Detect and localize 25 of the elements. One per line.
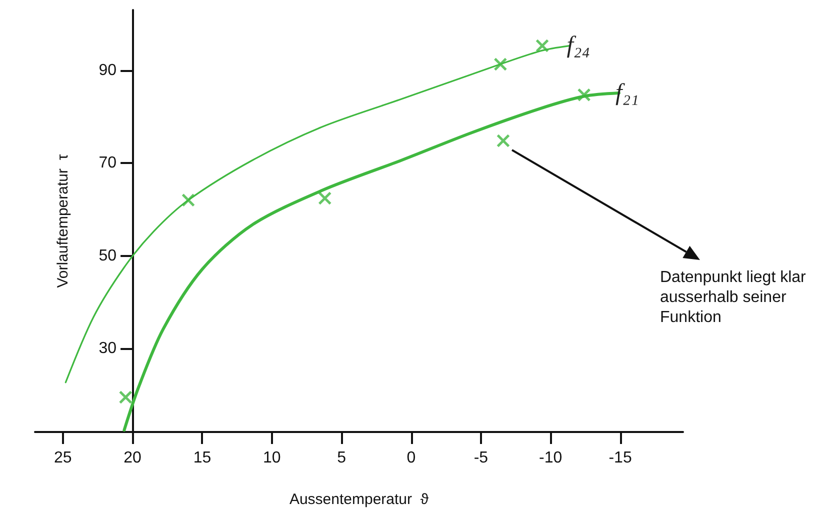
point — [182, 193, 196, 207]
point — [577, 88, 591, 102]
y-tick-label: 30 — [98, 340, 117, 358]
point — [494, 58, 508, 72]
y-tick-label: 70 — [98, 154, 117, 172]
point — [496, 134, 510, 148]
x-tick-label: 25 — [54, 450, 72, 466]
y-tick-label: 90 — [98, 62, 117, 79]
x-tick-label: 20 — [124, 450, 142, 466]
x-tick-label: 10 — [263, 450, 281, 466]
point — [318, 192, 332, 206]
x-tick-label: 5 — [337, 450, 346, 466]
point — [118, 390, 132, 404]
x-tick-label: 15 — [193, 450, 212, 466]
y-axis-title: Vorlauftemperatur τ — [54, 154, 72, 288]
series-label: f₂₄ — [566, 32, 590, 59]
x-tick-label: -5 — [474, 450, 488, 466]
x-tick-label: 0 — [406, 450, 416, 466]
x-tick-label: -15 — [608, 450, 632, 466]
x-tick-label: -10 — [539, 450, 562, 466]
series-label: f₂₁ — [616, 80, 639, 106]
x-axis-title: Aussentemperatur ϑ — [289, 491, 430, 508]
annotation: Datenpunkt liegt klar ausserhalb seiner Funktion — [660, 268, 807, 328]
point — [536, 38, 549, 52]
y-tick-label: 50 — [98, 247, 117, 264]
